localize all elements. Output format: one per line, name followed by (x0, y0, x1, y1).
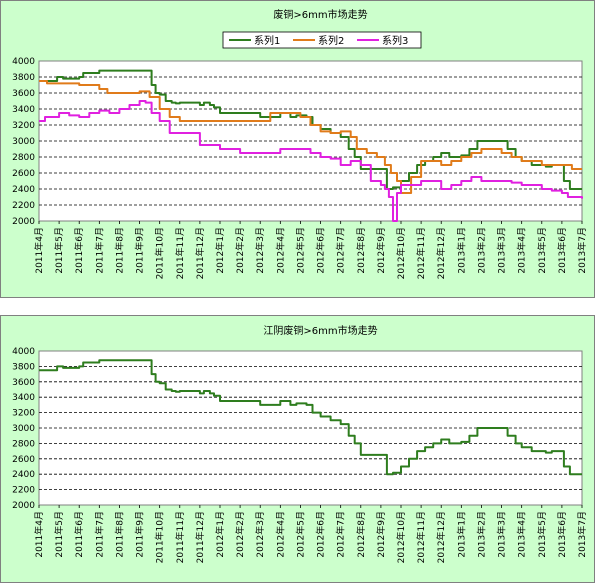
x-tick-label: 2013年6月 (556, 227, 568, 274)
x-tick-label: 2012年7月 (335, 227, 347, 274)
x-tick-label: 2011年12月 (194, 511, 206, 563)
y-tick-label: 3600 (12, 378, 35, 388)
x-tick-label: 2011年9月 (134, 511, 146, 558)
x-tick-label: 2013年1月 (455, 511, 467, 558)
y-tick-label: 2800 (12, 153, 35, 163)
series-line-3 (39, 100, 583, 222)
x-tick-label: 2012年10月 (395, 511, 407, 563)
legend (222, 31, 422, 49)
y-tick-label: 2400 (12, 185, 35, 195)
y-tick-label: 3200 (12, 121, 35, 131)
x-tick-label: 2012年10月 (395, 227, 407, 279)
x-tick-label: 2013年5月 (536, 511, 548, 558)
x-tick-label: 2013年4月 (516, 511, 528, 558)
jiangyin-price-trend-chart: 江阴废铜>6mm市场走势 2000 2200 2400 2600 2800 3000 3200… (12, 324, 588, 563)
x-tick-label: 2012年5月 (294, 511, 306, 558)
y-tick-label: 2200 (12, 486, 35, 496)
x-tick-label: 2011年5月 (53, 227, 65, 274)
chart-title: 废铜>6mm市场走势 (273, 8, 367, 21)
x-tick-label: 2011年11月 (174, 227, 186, 279)
x-tick-label: 2012年12月 (435, 227, 447, 279)
x-tick-label: 2012年12月 (435, 511, 447, 563)
y-tick-label: 3400 (12, 393, 35, 403)
x-tick-label: 2011年4月 (33, 227, 45, 274)
x-tick-label: 2012年11月 (415, 511, 427, 563)
x-tick-label: 2012年7月 (335, 511, 347, 558)
x-tick-label: 2012年2月 (234, 227, 246, 274)
chart-panel-bottom: 江阴废铜>6mm市场走势 2000 2200 2400 2600 2800 3000 3200… (0, 315, 595, 583)
x-tick-label: 2012年9月 (375, 227, 387, 274)
y-tick-label: 2200 (12, 201, 35, 211)
x-tick-label: 2012年9月 (375, 511, 387, 558)
x-tick-label: 2013年2月 (475, 227, 487, 274)
x-tick-label: 2012年3月 (254, 227, 266, 274)
x-tick-label: 2013年7月 (576, 511, 588, 558)
y-tick-label: 3800 (12, 73, 35, 83)
y-tick-label: 2800 (12, 439, 35, 449)
x-tick-label: 2011年10月 (154, 511, 166, 563)
x-tick-label: 2013年2月 (475, 511, 487, 558)
series-line-1 (39, 359, 582, 476)
y-tick-label: 3600 (12, 89, 35, 99)
x-tick-label: 2011年4月 (33, 511, 45, 558)
x-tick-label: 2011年12月 (194, 227, 206, 279)
chart-panel-top: 废铜>6mm市场走势 2000 2200 2400 2600 2800 3000 3200 34… (0, 0, 595, 298)
x-tick-label: 2011年8月 (113, 511, 125, 558)
y-tick-label: 2000 (12, 217, 35, 227)
x-tick-label: 2012年11月 (415, 227, 427, 279)
y-tick-label: 4000 (12, 347, 35, 357)
x-tick-label: 2013年6月 (556, 511, 568, 558)
y-tick-label: 3000 (12, 424, 35, 434)
x-tick-label: 2011年11月 (174, 511, 186, 563)
x-tick-label: 2012年8月 (355, 227, 367, 274)
x-tick-label: 2013年3月 (496, 227, 508, 274)
x-tick-label: 2013年1月 (455, 227, 467, 274)
y-tick-label: 3400 (12, 105, 35, 115)
x-tick-label: 2012年4月 (274, 227, 286, 274)
y-tick-label: 3000 (12, 137, 35, 147)
x-tick-label: 2012年8月 (355, 511, 367, 558)
x-tick-label: 2012年4月 (274, 511, 286, 558)
x-tick-label: 2011年7月 (93, 511, 105, 558)
chart-title: 江阴废铜>6mm市场走势 (263, 324, 377, 337)
y-tick-label: 4000 (12, 57, 35, 67)
x-tick-label: 2012年1月 (214, 227, 226, 274)
series-line-2 (39, 80, 582, 194)
x-tick-label: 2011年8月 (113, 227, 125, 274)
x-tick-label: 2011年5月 (53, 511, 65, 558)
x-tick-label: 2013年7月 (576, 227, 588, 274)
x-tick-label: 2013年3月 (496, 511, 508, 558)
x-tick-label: 2011年6月 (73, 227, 85, 274)
x-tick-label: 2012年3月 (254, 511, 266, 558)
y-tick-label: 2600 (12, 455, 35, 465)
x-tick-label: 2013年5月 (536, 227, 548, 274)
y-tick-label: 3200 (12, 409, 35, 419)
x-tick-label: 2011年7月 (93, 227, 105, 274)
y-tick-label: 2600 (12, 169, 35, 179)
x-tick-label: 2012年6月 (315, 511, 327, 558)
legend-label-2: 系列2 (318, 34, 344, 47)
legend-label-1: 系列1 (254, 34, 280, 47)
x-tick-label: 2011年9月 (134, 227, 146, 274)
y-tick-label: 2400 (12, 470, 35, 480)
x-tick-label: 2012年2月 (234, 511, 246, 558)
x-tick-label: 2012年5月 (294, 227, 306, 274)
price-trend-chart: 废铜>6mm市场走势 2000 2200 2400 2600 2800 3000 3200 34… (12, 8, 588, 279)
x-tick-label: 2013年4月 (516, 227, 528, 274)
x-tick-label: 2012年1月 (214, 511, 226, 558)
y-tick-label: 2000 (12, 501, 35, 511)
x-tick-label: 2012年6月 (315, 227, 327, 274)
legend-label-3: 系列3 (382, 34, 408, 47)
x-tick-label: 2011年6月 (73, 511, 85, 558)
y-tick-label: 3800 (12, 362, 35, 372)
x-tick-label: 2011年10月 (154, 227, 166, 279)
